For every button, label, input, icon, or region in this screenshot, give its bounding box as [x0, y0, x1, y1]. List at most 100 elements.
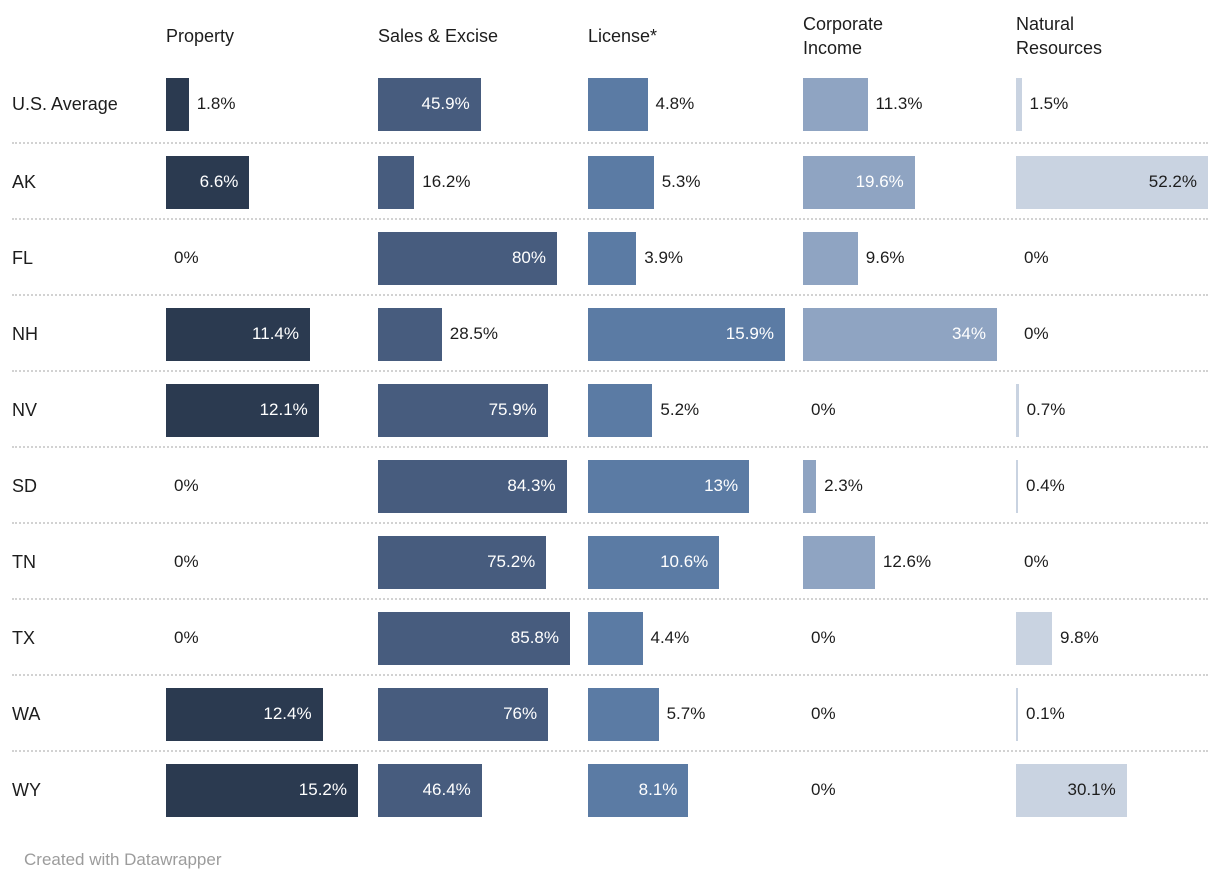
bar-cell: 13%	[588, 448, 803, 524]
row-label: NV	[12, 399, 38, 420]
bar: 12.4%	[166, 687, 323, 741]
bar-cell: 30.1%	[1016, 752, 1208, 828]
bar: 52.2%	[1016, 155, 1208, 209]
bar: 80%	[378, 231, 557, 285]
bar: 84.3%	[378, 459, 567, 513]
bar-cell: 85.8%	[378, 600, 588, 676]
table-row: WY 15.2% 46.4% 8.1% 0% 30.1%	[12, 750, 1208, 826]
value-label: 30.1%	[1067, 780, 1116, 799]
row-label: WA	[12, 703, 41, 724]
value-label: 5.2%	[660, 400, 700, 419]
value-label: 45.9%	[421, 94, 470, 113]
bar	[1016, 611, 1052, 665]
bar: 11.4%	[166, 307, 310, 361]
bar-cell: 75.9%	[378, 372, 588, 448]
datawrapper-credit-link[interactable]: Created with Datawrapper	[24, 850, 222, 869]
split-bars-chart: Property Sales & Excise License* Corporate …	[12, 6, 1208, 869]
column-header: License*	[588, 26, 658, 46]
bar	[378, 155, 415, 209]
bar-cell: 3.9%	[588, 220, 803, 296]
value-label: 0%	[174, 476, 199, 495]
value-label: 1.8%	[196, 94, 236, 113]
bar-cell: 0%	[803, 600, 1016, 676]
column-headers: Property Sales & Excise License* Corporate …	[12, 6, 1208, 66]
bar-cell: 0.4%	[1016, 448, 1208, 524]
bar-cell: 8.1%	[588, 752, 803, 828]
value-label: 0%	[811, 628, 836, 647]
bar	[1016, 687, 1018, 741]
row-label: TX	[12, 627, 36, 648]
value-label: 0%	[1024, 552, 1049, 571]
bar	[588, 77, 648, 131]
table-row: AK 6.6% 16.2% 5.3% 19.6% 52.2%	[12, 142, 1208, 218]
bar-cell: 15.2%	[166, 752, 378, 828]
bar-cell: 0.7%	[1016, 372, 1208, 448]
table-row: FL 0% 80% 3.9% 9.6% 0%	[12, 218, 1208, 294]
row-label: WY	[12, 779, 41, 800]
bar	[588, 231, 637, 285]
value-label: 6.6%	[199, 172, 239, 191]
bar-cell: 19.6%	[803, 144, 1016, 220]
value-label: 12.6%	[882, 552, 932, 571]
bar-cell: 46.4%	[378, 752, 588, 828]
bar: 12.1%	[166, 383, 319, 437]
bar-cell: 0%	[1016, 220, 1208, 296]
value-label: 4.4%	[650, 628, 690, 647]
bar	[803, 535, 875, 589]
bar: 19.6%	[803, 155, 915, 209]
bar-cell: 12.4%	[166, 676, 378, 752]
value-label: 0.4%	[1026, 476, 1065, 495]
value-label: 84.3%	[507, 476, 556, 495]
value-label: 34%	[951, 324, 986, 343]
bar-cell: 12.6%	[803, 524, 1016, 600]
table-row: WA 12.4% 76% 5.7% 0% 0.1%	[12, 674, 1208, 750]
bar-cell: 75.2%	[378, 524, 588, 600]
table-row: NH 11.4% 28.5% 15.9% 34% 0%	[12, 294, 1208, 370]
row-label: FL	[12, 247, 34, 268]
column-header: Property	[166, 26, 235, 46]
table-row: TX 0% 85.8% 4.4% 0% 9.8%	[12, 598, 1208, 674]
bar	[588, 687, 659, 741]
bar-cell: 0%	[166, 448, 378, 524]
value-label: 4.8%	[655, 94, 695, 113]
table-row: TN 0% 75.2% 10.6% 12.6% 0%	[12, 522, 1208, 598]
table-row: NV 12.1% 75.9% 5.2% 0% 0.7%	[12, 370, 1208, 446]
bar-cell: 6.6%	[166, 144, 378, 220]
bar-cell: 34%	[803, 296, 1016, 372]
row-label: TN	[12, 551, 36, 572]
bar: 76%	[378, 687, 549, 741]
value-label: 10.6%	[660, 552, 709, 571]
value-label: 9.6%	[865, 248, 905, 267]
bar: 46.4%	[378, 763, 482, 817]
bar-cell: 4.4%	[588, 600, 803, 676]
table-body: U.S. Average 1.8% 45.9% 4.8% 11.3% 1.5% AK 6.6%…	[12, 66, 1208, 826]
bar: 45.9%	[378, 77, 481, 131]
bar-cell: 0%	[166, 524, 378, 600]
bar: 8.1%	[588, 763, 689, 817]
value-label: 0%	[811, 780, 836, 799]
value-label: 0%	[811, 400, 836, 419]
bar	[1016, 383, 1019, 437]
value-label: 0%	[811, 704, 836, 723]
bar: 75.9%	[378, 383, 548, 437]
column-header: Corporate Income	[803, 14, 884, 58]
bar-cell: 0%	[166, 600, 378, 676]
value-label: 12.1%	[259, 400, 308, 419]
bar	[1016, 77, 1022, 131]
value-label: 75.9%	[488, 400, 537, 419]
bar-cell: 0%	[803, 676, 1016, 752]
bar-cell: 9.8%	[1016, 600, 1208, 676]
value-label: 0%	[1024, 324, 1049, 343]
bar-cell: 52.2%	[1016, 144, 1208, 220]
value-label: 80%	[511, 248, 546, 267]
bar-cell: 4.8%	[588, 66, 803, 142]
value-label: 0.1%	[1026, 704, 1065, 723]
row-label: SD	[12, 475, 38, 496]
bar-cell: 45.9%	[378, 66, 588, 142]
value-label: 12.4%	[263, 704, 312, 723]
bar-cell: 1.5%	[1016, 66, 1208, 142]
value-label: 46.4%	[422, 780, 471, 799]
bar-cell: 0%	[166, 220, 378, 296]
bar-cell: 5.2%	[588, 372, 803, 448]
value-label: 0%	[174, 248, 199, 267]
